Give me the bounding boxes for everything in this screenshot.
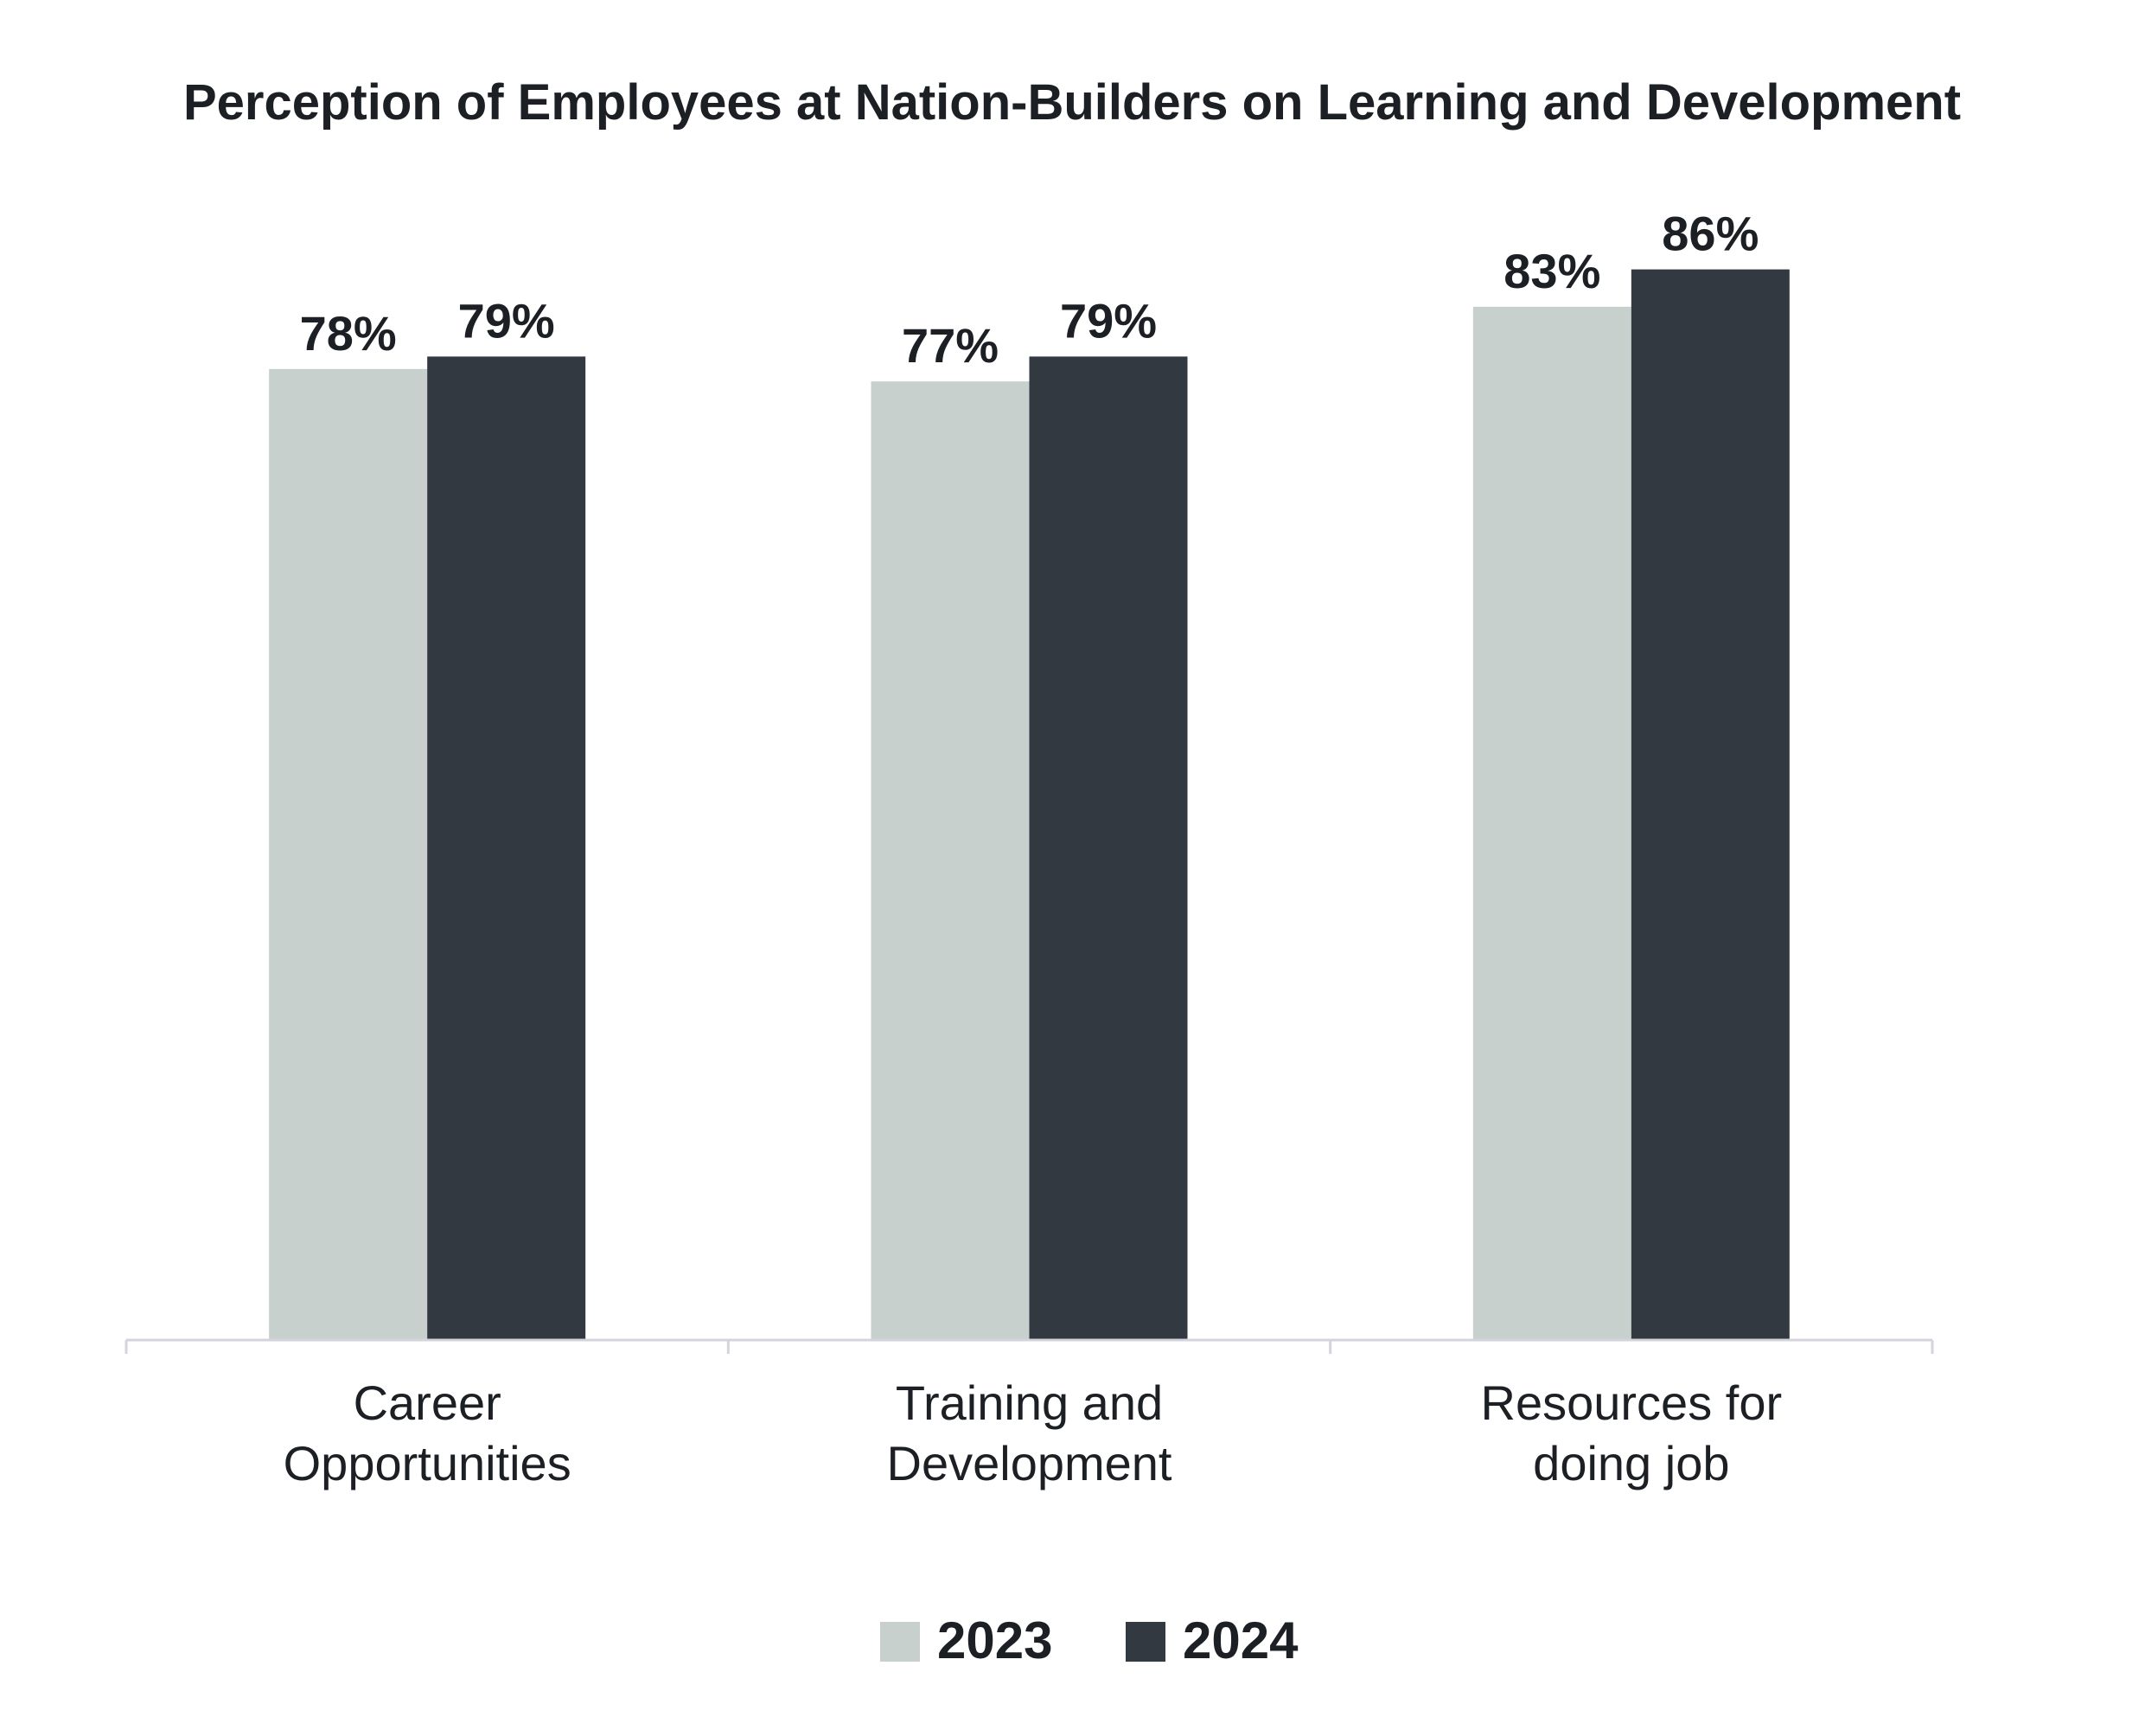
bar-value-label: 83%	[1503, 244, 1600, 298]
legend-label-2023: 2023	[937, 1612, 1052, 1669]
legend: 2023 2024	[880, 1612, 1299, 1669]
bar-2024-0	[427, 356, 586, 1340]
bar-2023-0	[269, 368, 428, 1340]
bar-value-label: 79%	[1060, 293, 1157, 348]
value-labels: 78% 79% 77% 79% 83% 86%	[300, 207, 1759, 373]
bar-2024-1	[1029, 356, 1188, 1340]
legend-swatch-2023	[880, 1622, 920, 1662]
category-label-line: Career	[354, 1375, 501, 1430]
bar-2023-2	[1472, 306, 1631, 1340]
x-axis	[124, 1338, 1934, 1354]
category-label-line: Opportunities	[284, 1436, 571, 1490]
category-label-line: Training and	[896, 1375, 1163, 1430]
bar-2024-2	[1631, 269, 1790, 1341]
bar-2023-1	[871, 381, 1030, 1341]
bar-value-label: 78%	[300, 306, 397, 361]
bars-layer	[269, 269, 1790, 1341]
category-label-line: Resources for	[1481, 1375, 1783, 1430]
bar-value-label: 79%	[458, 293, 555, 348]
legend-label-2024: 2024	[1183, 1612, 1299, 1669]
bar-value-label: 77%	[902, 318, 999, 373]
category-labels: Career Opportunities Training and Developme…	[284, 1375, 1782, 1490]
chart-title: Perception of Employees at Nation-Builde…	[183, 74, 1961, 131]
bar-value-label: 86%	[1662, 207, 1759, 261]
legend-swatch-2024	[1126, 1622, 1165, 1662]
category-label-line: Development	[887, 1436, 1172, 1490]
category-label-line: doing job	[1533, 1436, 1729, 1490]
